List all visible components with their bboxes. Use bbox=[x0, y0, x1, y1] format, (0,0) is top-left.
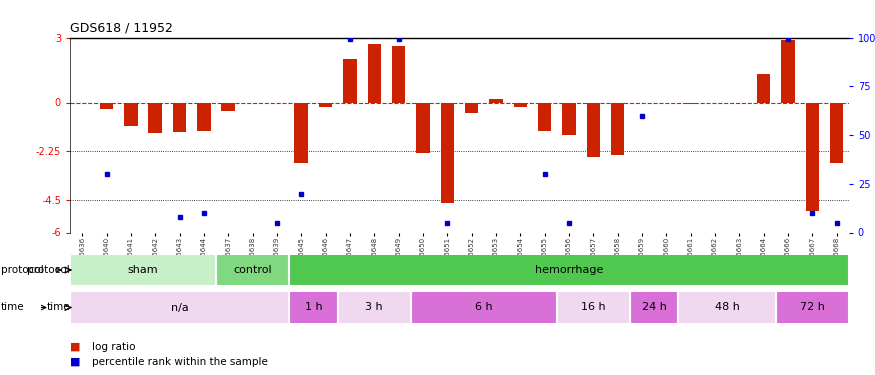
Bar bbox=[514, 102, 527, 107]
Text: log ratio: log ratio bbox=[92, 342, 136, 352]
Bar bbox=[563, 102, 576, 135]
Bar bbox=[124, 102, 137, 126]
Text: 3 h: 3 h bbox=[366, 303, 383, 312]
Bar bbox=[343, 59, 356, 102]
Bar bbox=[586, 102, 600, 157]
Text: ■: ■ bbox=[70, 342, 80, 352]
Bar bbox=[173, 102, 186, 132]
Bar bbox=[416, 102, 430, 153]
Bar bbox=[197, 102, 211, 130]
Bar bbox=[465, 102, 479, 113]
Bar bbox=[684, 102, 697, 104]
Text: 16 h: 16 h bbox=[581, 303, 605, 312]
Bar bbox=[368, 44, 381, 102]
Bar bbox=[489, 99, 502, 102]
Bar bbox=[781, 40, 794, 102]
Bar bbox=[806, 102, 819, 211]
Bar bbox=[440, 102, 454, 203]
Text: 1 h: 1 h bbox=[304, 303, 322, 312]
Text: sham: sham bbox=[128, 265, 158, 275]
Bar bbox=[318, 102, 332, 107]
Bar bbox=[149, 102, 162, 133]
Text: protocol: protocol bbox=[27, 265, 70, 275]
Bar bbox=[538, 102, 551, 130]
Bar bbox=[295, 102, 308, 163]
Bar bbox=[611, 102, 624, 154]
Bar bbox=[221, 102, 234, 111]
Text: ■: ■ bbox=[70, 357, 80, 367]
Text: n/a: n/a bbox=[171, 303, 188, 312]
Bar bbox=[392, 46, 405, 102]
Text: hemorrhage: hemorrhage bbox=[535, 265, 603, 275]
Text: 6 h: 6 h bbox=[475, 303, 493, 312]
Text: time: time bbox=[46, 303, 70, 312]
Text: protocol: protocol bbox=[1, 265, 44, 275]
Bar bbox=[757, 74, 770, 102]
Bar bbox=[830, 102, 844, 163]
Text: percentile rank within the sample: percentile rank within the sample bbox=[92, 357, 268, 367]
Text: GDS618 / 11952: GDS618 / 11952 bbox=[70, 22, 173, 35]
Text: 72 h: 72 h bbox=[800, 303, 824, 312]
Text: control: control bbox=[234, 265, 272, 275]
Text: 48 h: 48 h bbox=[715, 303, 739, 312]
Text: 24 h: 24 h bbox=[641, 303, 667, 312]
Bar bbox=[100, 102, 113, 109]
Text: time: time bbox=[1, 303, 24, 312]
